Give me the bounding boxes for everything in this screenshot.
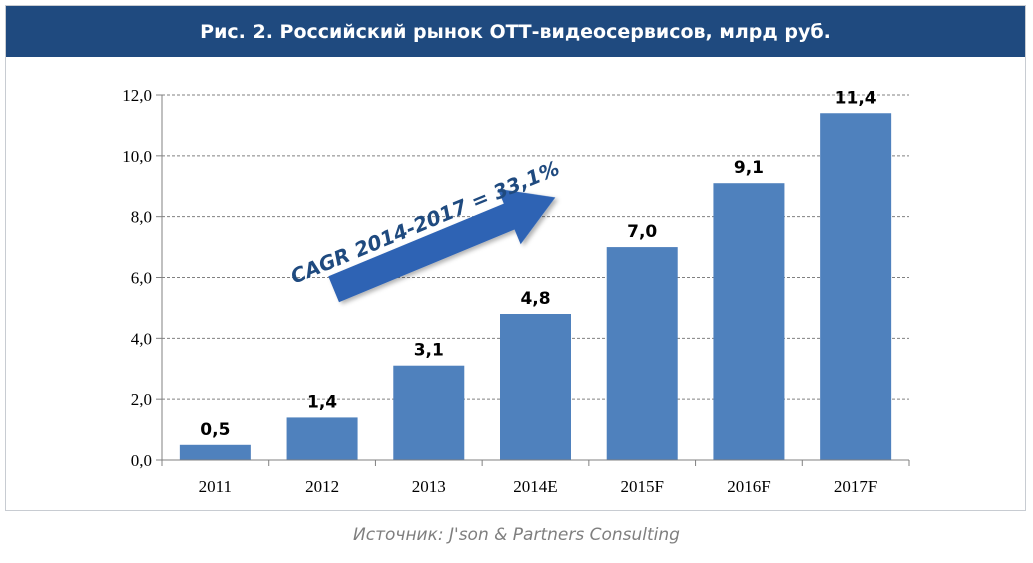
y-tick-label: 4,0	[131, 329, 152, 348]
x-tick-label: 2016F	[727, 477, 770, 496]
y-tick-label: 8,0	[131, 208, 152, 227]
x-tick-label: 2011	[199, 477, 232, 496]
bars	[179, 113, 892, 460]
x-tick-label: 2017F	[834, 477, 877, 496]
y-tick-label: 0,0	[131, 451, 152, 470]
x-tick-label: 2012	[305, 477, 339, 496]
bar-2017F	[820, 113, 892, 460]
value-label: 1,4	[307, 392, 337, 412]
bar-2015F	[606, 247, 678, 460]
value-label: 4,8	[520, 289, 550, 309]
x-axis-ticks: 2011 2012 2013 2014E 2015F 2016F 2017F	[161, 460, 910, 496]
y-tick-label: 6,0	[131, 269, 152, 288]
value-label: 9,1	[734, 158, 764, 178]
x-tick-label: 2013	[412, 477, 446, 496]
y-tick-label: 12,0	[122, 86, 152, 105]
bar-2016F	[713, 183, 785, 460]
chart-frame: Рис. 2. Российский рынок ОТТ-видеосервис…	[5, 5, 1026, 511]
source-note: Источник: J'son & Partners Consulting	[353, 525, 680, 545]
bar-chart: 0,0 2,0 4,0 6,0 8,0 10,0 12,0 2011 2012 2013 2014…	[122, 86, 910, 496]
y-tick-label: 10,0	[122, 147, 152, 166]
bar-2011	[179, 444, 251, 460]
bar-2012	[286, 417, 358, 460]
value-label: 7,0	[627, 222, 657, 242]
chart-title: Рис. 2. Российский рынок ОТТ-видеосервис…	[6, 6, 1025, 57]
y-tick-label: 2,0	[131, 390, 152, 409]
x-tick-label: 2014E	[513, 477, 557, 496]
gridlines	[162, 94, 909, 400]
value-label: 0,5	[200, 420, 230, 440]
value-label: 3,1	[414, 341, 444, 361]
bar-2013	[393, 365, 465, 460]
bar-2014E	[500, 314, 571, 460]
growth-arrow-icon	[328, 188, 556, 303]
value-labels: 0,5 1,4 3,1 4,8 7,0 9,1 11,4	[200, 88, 876, 440]
x-tick-label: 2015F	[620, 477, 663, 496]
value-label: 11,4	[835, 88, 877, 108]
y-axis-ticks: 0,0 2,0 4,0 6,0 8,0 10,0 12,0	[122, 86, 162, 470]
